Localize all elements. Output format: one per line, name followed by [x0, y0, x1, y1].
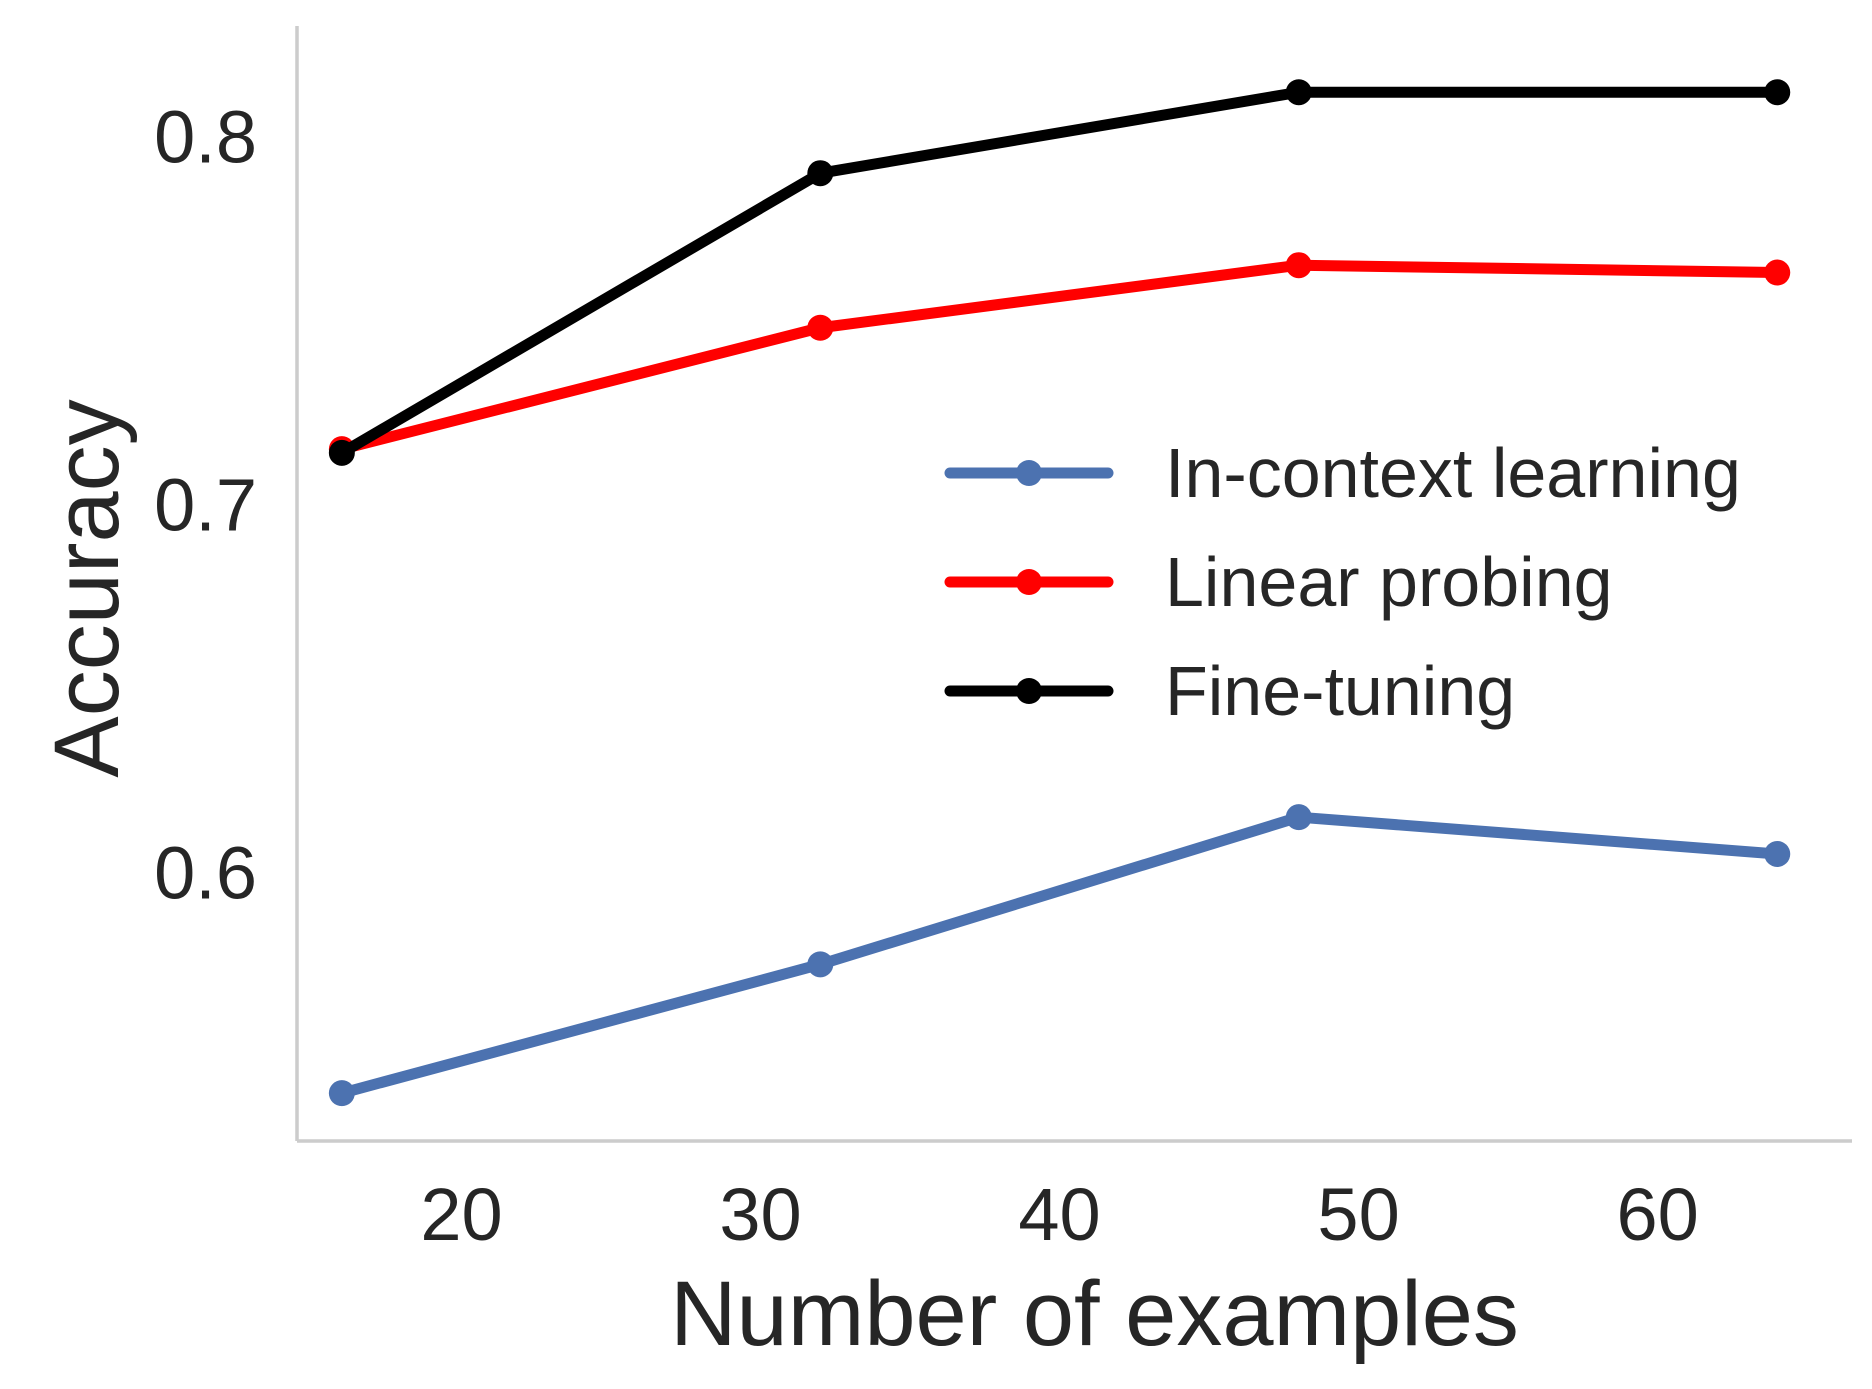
x-axis-title: Number of examples: [670, 1263, 1519, 1365]
data-point: [807, 314, 834, 341]
data-point: [1764, 79, 1791, 106]
x-tick-label: 40: [1018, 1173, 1100, 1256]
data-point: [1285, 79, 1312, 106]
x-tick-labels: 20 30 40 50 60: [420, 1173, 1698, 1256]
x-tick-label: 60: [1616, 1173, 1698, 1256]
data-point: [807, 160, 834, 187]
series-in-context-learning: [328, 804, 1791, 1107]
data-point: [328, 439, 355, 466]
data-point: [1764, 840, 1791, 867]
series-line: [336, 811, 1783, 1099]
legend-swatch-marker: [1016, 569, 1042, 595]
series-line: [336, 86, 1783, 459]
y-tick-label: 0.6: [154, 831, 257, 914]
x-tick-label: 20: [420, 1173, 502, 1256]
series-fine-tuning: [328, 79, 1791, 466]
y-tick-label: 0.7: [154, 463, 257, 546]
legend: In-context learning Linear probing Fine-tu…: [944, 434, 1741, 730]
legend-swatch-marker: [1016, 460, 1042, 486]
data-point: [1285, 804, 1312, 831]
legend-item-fine-tuning: Fine-tuning: [944, 652, 1515, 730]
y-axis-title: Accuracy: [36, 399, 138, 777]
legend-label: In-context learning: [1165, 434, 1741, 512]
series-linear-probing: [328, 252, 1791, 463]
legend-label: Fine-tuning: [1165, 652, 1515, 730]
data-point: [1285, 252, 1312, 279]
data-point: [328, 1080, 355, 1107]
legend-label: Linear probing: [1165, 543, 1613, 621]
data-point: [1764, 259, 1791, 286]
y-tick-labels: 0.6 0.7 0.8: [154, 95, 257, 914]
y-tick-label: 0.8: [154, 95, 257, 178]
legend-item-linear-probing: Linear probing: [944, 543, 1613, 621]
x-tick-label: 30: [719, 1173, 801, 1256]
legend-swatch-marker: [1016, 678, 1042, 704]
axes-spines: [295, 26, 1852, 1143]
series-line: [336, 259, 1783, 455]
series-layer: [328, 79, 1791, 1107]
data-point: [807, 951, 834, 978]
x-tick-label: 50: [1317, 1173, 1399, 1256]
legend-item-in-context-learning: In-context learning: [944, 434, 1741, 512]
